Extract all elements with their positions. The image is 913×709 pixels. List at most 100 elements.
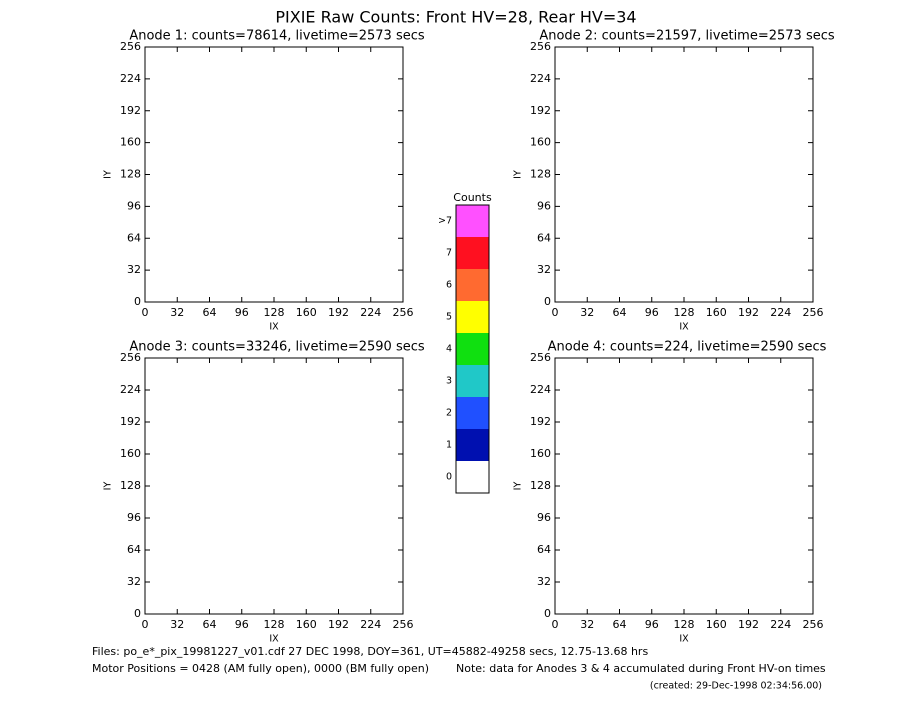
figure-title: PIXIE Raw Counts: Front HV=28, Rear HV=3… — [275, 8, 636, 27]
colorbar-label: 4 — [446, 344, 452, 355]
y-tick-label: 192 — [530, 415, 551, 428]
y-tick-label: 64 — [537, 543, 551, 556]
x-tick-label: 32 — [170, 618, 184, 631]
colorbar-cell — [456, 301, 489, 333]
x-tick-label: 32 — [580, 618, 594, 631]
y-tick-label: 32 — [537, 575, 551, 588]
y-tick-label: 192 — [120, 104, 141, 117]
x-tick-label: 192 — [738, 618, 759, 631]
plot-area — [144, 357, 404, 615]
x-axis-label: IX — [679, 634, 689, 645]
x-tick-label: 256 — [393, 618, 414, 631]
colorbar-cell — [456, 333, 489, 365]
colorbar-cell — [456, 205, 489, 237]
x-tick-label: 128 — [264, 618, 285, 631]
x-tick-label: 32 — [170, 306, 184, 319]
x-tick-label: 224 — [770, 306, 791, 319]
x-tick-label: 224 — [770, 618, 791, 631]
x-tick-label: 160 — [706, 618, 727, 631]
y-tick-label: 96 — [127, 199, 141, 212]
footer-note: Note: data for Anodes 3 & 4 accumulated … — [456, 662, 826, 675]
x-tick-label: 64 — [613, 306, 627, 319]
x-tick-label: 128 — [674, 306, 695, 319]
y-tick-label: 256 — [530, 40, 551, 53]
y-tick-label: 128 — [530, 479, 551, 492]
y-tick-label: 64 — [127, 231, 141, 244]
colorbar-label: 2 — [446, 408, 452, 419]
x-tick-label: 128 — [264, 306, 285, 319]
x-tick-label: 0 — [552, 306, 559, 319]
x-tick-label: 96 — [235, 618, 249, 631]
x-tick-label: 224 — [360, 306, 381, 319]
colorbar-label: 6 — [446, 280, 452, 291]
colorbar-label: 0 — [446, 472, 452, 483]
y-tick-label: 160 — [530, 136, 551, 149]
footer-motor: Motor Positions = 0428 (AM fully open), … — [92, 662, 429, 675]
x-tick-label: 192 — [328, 618, 349, 631]
colorbar-label: >7 — [438, 216, 452, 227]
panel-title: Anode 1: counts=78614, livetime=2573 sec… — [129, 29, 425, 44]
y-tick-label: 224 — [530, 72, 551, 85]
y-tick-label: 32 — [537, 263, 551, 276]
y-axis-label: IY — [103, 482, 114, 491]
y-axis-label: IY — [513, 482, 524, 491]
y-tick-label: 160 — [530, 447, 551, 460]
y-tick-label: 0 — [544, 607, 551, 620]
y-tick-label: 64 — [127, 543, 141, 556]
y-tick-label: 128 — [120, 168, 141, 181]
y-tick-label: 32 — [127, 263, 141, 276]
x-tick-label: 224 — [360, 618, 381, 631]
y-tick-label: 224 — [530, 383, 551, 396]
plot-area — [554, 357, 814, 615]
y-tick-label: 128 — [120, 479, 141, 492]
x-axis-label: IX — [679, 322, 689, 333]
x-tick-label: 160 — [296, 618, 317, 631]
y-tick-label: 0 — [134, 607, 141, 620]
y-tick-label: 192 — [120, 415, 141, 428]
x-tick-label: 64 — [203, 306, 217, 319]
x-tick-label: 256 — [803, 618, 824, 631]
footer-created: (created: 29-Dec-1998 02:34:56.00) — [650, 681, 822, 692]
y-tick-label: 224 — [120, 72, 141, 85]
colorbar-frame — [455, 204, 490, 494]
y-tick-label: 96 — [127, 511, 141, 524]
y-tick-label: 128 — [530, 168, 551, 181]
y-tick-label: 224 — [120, 383, 141, 396]
x-tick-label: 192 — [738, 306, 759, 319]
y-tick-label: 96 — [537, 199, 551, 212]
panel-title: Anode 4: counts=224, livetime=2590 secs — [548, 340, 827, 355]
x-tick-label: 128 — [674, 618, 695, 631]
colorbar-cell — [456, 237, 489, 269]
colorbar-label: 1 — [446, 440, 452, 451]
x-tick-label: 0 — [142, 306, 149, 319]
x-axis-label: IX — [269, 634, 279, 645]
y-tick-label: 0 — [544, 295, 551, 308]
x-tick-label: 96 — [645, 618, 659, 631]
colorbar-label: 7 — [446, 248, 452, 259]
x-tick-label: 32 — [580, 306, 594, 319]
colorbar-title: Counts — [453, 191, 492, 204]
y-tick-label: 192 — [530, 104, 551, 117]
y-tick-label: 160 — [120, 136, 141, 149]
x-tick-label: 160 — [296, 306, 317, 319]
y-tick-label: 96 — [537, 511, 551, 524]
y-tick-label: 256 — [530, 351, 551, 364]
x-tick-label: 0 — [142, 618, 149, 631]
y-tick-label: 64 — [537, 231, 551, 244]
x-tick-label: 96 — [645, 306, 659, 319]
panel-title: Anode 3: counts=33246, livetime=2590 sec… — [129, 340, 425, 355]
x-tick-label: 192 — [328, 306, 349, 319]
x-tick-label: 0 — [552, 618, 559, 631]
colorbar-cell — [456, 269, 489, 301]
panel-title: Anode 2: counts=21597, livetime=2573 sec… — [539, 29, 835, 44]
colorbar-label: 3 — [446, 376, 452, 387]
colorbar-label: 5 — [446, 312, 452, 323]
x-tick-label: 256 — [393, 306, 414, 319]
x-tick-label: 64 — [613, 618, 627, 631]
y-tick-label: 160 — [120, 447, 141, 460]
colorbar-cell — [456, 397, 489, 429]
colorbar-cell — [456, 365, 489, 397]
y-tick-label: 256 — [120, 40, 141, 53]
x-tick-label: 256 — [803, 306, 824, 319]
